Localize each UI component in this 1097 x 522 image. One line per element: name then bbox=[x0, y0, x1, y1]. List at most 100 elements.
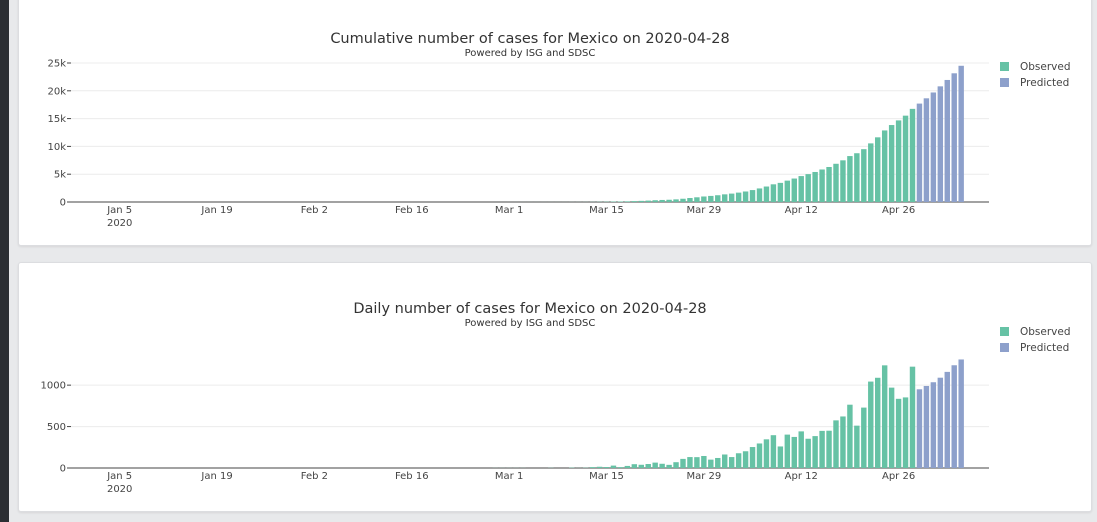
bar-observed[interactable] bbox=[868, 143, 874, 202]
bar-observed[interactable] bbox=[617, 201, 624, 202]
bar-predicted[interactable] bbox=[944, 371, 950, 468]
bar-observed[interactable] bbox=[638, 464, 644, 468]
bar-observed[interactable] bbox=[861, 407, 867, 468]
bar-predicted[interactable] bbox=[937, 86, 944, 202]
bar-observed[interactable] bbox=[777, 182, 784, 202]
bar-observed[interactable] bbox=[875, 137, 881, 202]
bar-observed[interactable] bbox=[749, 447, 756, 468]
bar-observed[interactable] bbox=[708, 459, 714, 468]
bar-observed[interactable] bbox=[728, 457, 735, 468]
bar-observed[interactable] bbox=[673, 199, 679, 202]
bar-observed[interactable] bbox=[673, 462, 679, 468]
bar-observed[interactable] bbox=[909, 366, 916, 468]
bar-observed[interactable] bbox=[902, 397, 909, 468]
bar-predicted[interactable] bbox=[958, 65, 964, 202]
legend-item-observed[interactable]: Observed bbox=[1000, 326, 1071, 338]
bar-predicted[interactable] bbox=[916, 103, 923, 202]
bar-predicted[interactable] bbox=[916, 389, 923, 468]
bar-observed[interactable] bbox=[875, 377, 881, 468]
bar-observed[interactable] bbox=[847, 404, 853, 468]
bar-observed[interactable] bbox=[888, 387, 895, 468]
bar-observed[interactable] bbox=[833, 163, 839, 202]
bar-observed[interactable] bbox=[861, 149, 867, 202]
bar-observed[interactable] bbox=[624, 201, 631, 202]
bar-observed[interactable] bbox=[784, 434, 791, 468]
bar-observed[interactable] bbox=[888, 125, 895, 202]
bar-observed[interactable] bbox=[798, 431, 804, 468]
bar-observed[interactable] bbox=[770, 184, 777, 202]
bar-predicted[interactable] bbox=[937, 377, 944, 468]
bar-observed[interactable] bbox=[868, 381, 874, 468]
bar-observed[interactable] bbox=[701, 455, 707, 468]
bar-observed[interactable] bbox=[638, 200, 644, 202]
bar-observed[interactable] bbox=[895, 398, 902, 468]
bar-observed[interactable] bbox=[631, 201, 638, 202]
bar-observed[interactable] bbox=[819, 430, 825, 468]
legend-item-observed[interactable]: Observed bbox=[1000, 61, 1071, 73]
bar-observed[interactable] bbox=[652, 200, 658, 202]
bar-predicted[interactable] bbox=[930, 382, 937, 468]
bar-observed[interactable] bbox=[659, 199, 665, 202]
bar-observed[interactable] bbox=[596, 466, 603, 468]
bar-observed[interactable] bbox=[617, 467, 624, 468]
bar-predicted[interactable] bbox=[958, 359, 964, 468]
bar-observed[interactable] bbox=[742, 451, 749, 468]
bar-observed[interactable] bbox=[715, 457, 721, 468]
bar-observed[interactable] bbox=[798, 176, 804, 202]
bar-observed[interactable] bbox=[756, 443, 763, 468]
bar-observed[interactable] bbox=[812, 171, 818, 202]
bar-observed[interactable] bbox=[701, 196, 707, 202]
bar-observed[interactable] bbox=[652, 462, 658, 468]
bar-observed[interactable] bbox=[833, 420, 839, 468]
bar-predicted[interactable] bbox=[923, 385, 930, 468]
bar-observed[interactable] bbox=[881, 130, 888, 202]
bar-predicted[interactable] bbox=[930, 92, 937, 202]
bar-observed[interactable] bbox=[881, 365, 888, 468]
bar-observed[interactable] bbox=[742, 191, 749, 202]
bar-observed[interactable] bbox=[805, 438, 811, 468]
bar-observed[interactable] bbox=[819, 169, 825, 202]
bar-observed[interactable] bbox=[791, 178, 797, 202]
bar-observed[interactable] bbox=[680, 198, 686, 202]
bar-observed[interactable] bbox=[854, 153, 860, 202]
bar-observed[interactable] bbox=[694, 197, 700, 202]
bar-observed[interactable] bbox=[826, 430, 832, 468]
bar-observed[interactable] bbox=[909, 108, 916, 202]
bar-observed[interactable] bbox=[763, 439, 770, 468]
bar-observed[interactable] bbox=[805, 174, 811, 202]
bar-predicted[interactable] bbox=[944, 79, 950, 202]
bar-observed[interactable] bbox=[791, 436, 797, 468]
bar-observed[interactable] bbox=[666, 199, 672, 202]
bar-observed[interactable] bbox=[902, 115, 909, 202]
bar-observed[interactable] bbox=[645, 200, 651, 202]
bar-observed[interactable] bbox=[694, 457, 700, 468]
bar-observed[interactable] bbox=[784, 180, 791, 202]
bar-observed[interactable] bbox=[749, 190, 756, 202]
legend-item-predicted[interactable]: Predicted bbox=[1000, 77, 1069, 89]
bar-observed[interactable] bbox=[854, 425, 860, 468]
bar-observed[interactable] bbox=[687, 198, 693, 202]
bar-observed[interactable] bbox=[680, 458, 686, 468]
bar-observed[interactable] bbox=[722, 454, 728, 468]
bar-observed[interactable] bbox=[895, 120, 902, 202]
bar-observed[interactable] bbox=[715, 195, 721, 202]
bar-observed[interactable] bbox=[770, 435, 777, 468]
bar-observed[interactable] bbox=[812, 436, 818, 468]
bar-observed[interactable] bbox=[687, 457, 693, 468]
bar-observed[interactable] bbox=[840, 160, 846, 202]
bar-observed[interactable] bbox=[756, 188, 763, 202]
bar-observed[interactable] bbox=[735, 192, 742, 202]
bar-observed[interactable] bbox=[722, 194, 728, 202]
bar-predicted[interactable] bbox=[951, 73, 957, 202]
bar-observed[interactable] bbox=[728, 193, 735, 202]
bar-observed[interactable] bbox=[624, 465, 631, 468]
bar-observed[interactable] bbox=[666, 464, 672, 468]
bar-observed[interactable] bbox=[708, 195, 714, 202]
bar-observed[interactable] bbox=[735, 453, 742, 468]
bar-predicted[interactable] bbox=[923, 98, 930, 202]
bar-observed[interactable] bbox=[659, 463, 665, 468]
bar-observed[interactable] bbox=[763, 186, 770, 202]
bar-observed[interactable] bbox=[610, 465, 617, 468]
bar-observed[interactable] bbox=[826, 166, 832, 202]
bar-observed[interactable] bbox=[777, 446, 784, 468]
